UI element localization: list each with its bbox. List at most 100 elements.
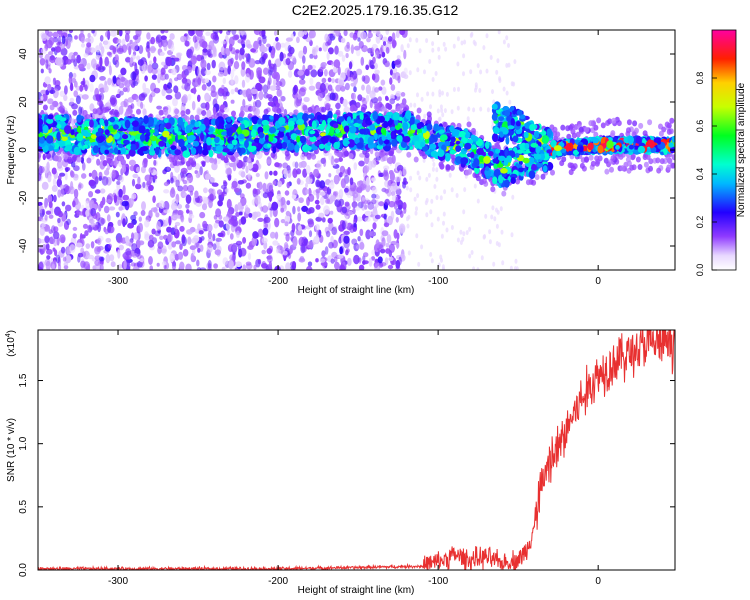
- noise-blob: [69, 244, 76, 253]
- noise-blob: [245, 88, 252, 99]
- noise-blob: [156, 221, 162, 231]
- noise-blob: [102, 66, 106, 71]
- noise-blob: [204, 69, 211, 76]
- noise-blob: [222, 77, 226, 85]
- noise-blob: [364, 217, 371, 223]
- noise-blob: [140, 166, 146, 174]
- noise-blob: [393, 60, 401, 65]
- noise-blob: [155, 34, 163, 43]
- noise-blob: [61, 201, 66, 207]
- noise-blob: [396, 232, 400, 240]
- noise-blob: [469, 69, 473, 75]
- noise-blob: [345, 249, 349, 256]
- noise-blob: [378, 33, 382, 39]
- noise-blob: [439, 195, 443, 201]
- ridge-halo: [588, 120, 594, 127]
- noise-blob: [425, 212, 429, 218]
- noise-blob: [152, 195, 156, 203]
- noise-blob: [273, 78, 277, 87]
- noise-blob: [359, 241, 365, 250]
- noise-blob: [166, 226, 172, 233]
- noise-blob: [271, 201, 279, 211]
- noise-blob: [52, 177, 57, 187]
- noise-blob: [290, 265, 295, 270]
- ridge-halo: [667, 158, 673, 164]
- noise-blob: [274, 217, 280, 228]
- noise-blob: [45, 210, 52, 215]
- noise-blob: [99, 56, 103, 67]
- ridge-halo: [610, 130, 616, 137]
- noise-blob: [234, 87, 239, 93]
- noise-blob: [378, 201, 385, 207]
- noise-blob: [57, 217, 61, 224]
- noise-blob: [230, 88, 235, 95]
- noise-blob: [324, 69, 328, 77]
- ridge-halo: [239, 110, 245, 117]
- noise-blob: [48, 201, 53, 209]
- ridge-halo: [490, 186, 496, 193]
- ridge-mark: [444, 152, 451, 162]
- noise-blob: [204, 92, 210, 102]
- noise-blob: [227, 210, 232, 217]
- noise-blob: [268, 260, 272, 270]
- noise-blob: [163, 189, 170, 194]
- noise-blob: [340, 85, 346, 92]
- noise-blob: [186, 48, 193, 59]
- noise-blob: [497, 30, 501, 35]
- noise-blob: [65, 204, 72, 212]
- noise-blob: [89, 83, 94, 93]
- noise-blob: [371, 177, 376, 182]
- noise-blob: [205, 31, 211, 36]
- noise-blob: [244, 53, 249, 58]
- noise-blob: [239, 89, 247, 96]
- ridge-halo: [664, 121, 670, 128]
- noise-blob: [440, 108, 444, 113]
- noise-blob: [277, 180, 283, 188]
- ridge-halo: [560, 124, 566, 131]
- noise-blob: [297, 94, 302, 100]
- noise-blob: [68, 101, 75, 107]
- noise-blob: [337, 66, 341, 76]
- noise-blob: [221, 40, 227, 45]
- noise-blob: [151, 74, 157, 80]
- noise-blob: [190, 55, 197, 65]
- noise-blob: [476, 267, 480, 270]
- noise-blob: [344, 201, 350, 207]
- noise-blob: [248, 58, 256, 68]
- ridge-halo: [648, 165, 653, 172]
- noise-blob: [120, 175, 124, 183]
- noise-blob: [262, 192, 269, 199]
- noise-blob: [199, 211, 206, 219]
- noise-blob: [409, 175, 413, 181]
- noise-blob: [219, 30, 223, 34]
- noise-blob: [285, 233, 290, 242]
- noise-blob: [291, 55, 296, 61]
- noise-blob: [353, 162, 358, 171]
- noise-blob: [217, 71, 225, 77]
- noise-blob: [117, 249, 121, 259]
- noise-blob: [336, 168, 340, 174]
- ridge-halo: [561, 156, 567, 163]
- noise-blob: [187, 93, 192, 101]
- noise-blob: [63, 211, 68, 217]
- noise-blob: [263, 53, 268, 59]
- noise-blob: [317, 92, 323, 102]
- noise-blob: [130, 262, 136, 267]
- noise-blob: [211, 182, 219, 187]
- noise-blob: [277, 242, 281, 253]
- noise-blob: [204, 173, 212, 180]
- noise-blob: [39, 58, 46, 66]
- noise-blob: [130, 71, 137, 81]
- noise-blob: [498, 78, 502, 84]
- noise-blob: [469, 33, 473, 38]
- ridge-halo: [72, 109, 78, 116]
- noise-blob: [277, 198, 282, 207]
- noise-blob: [429, 252, 433, 257]
- noise-blob: [416, 170, 420, 176]
- noise-blob: [39, 226, 45, 236]
- noise-blob: [132, 80, 139, 87]
- noise-blob: [403, 67, 408, 75]
- noise-blob: [55, 46, 62, 53]
- noise-blob: [184, 82, 191, 92]
- noise-blob: [436, 108, 440, 114]
